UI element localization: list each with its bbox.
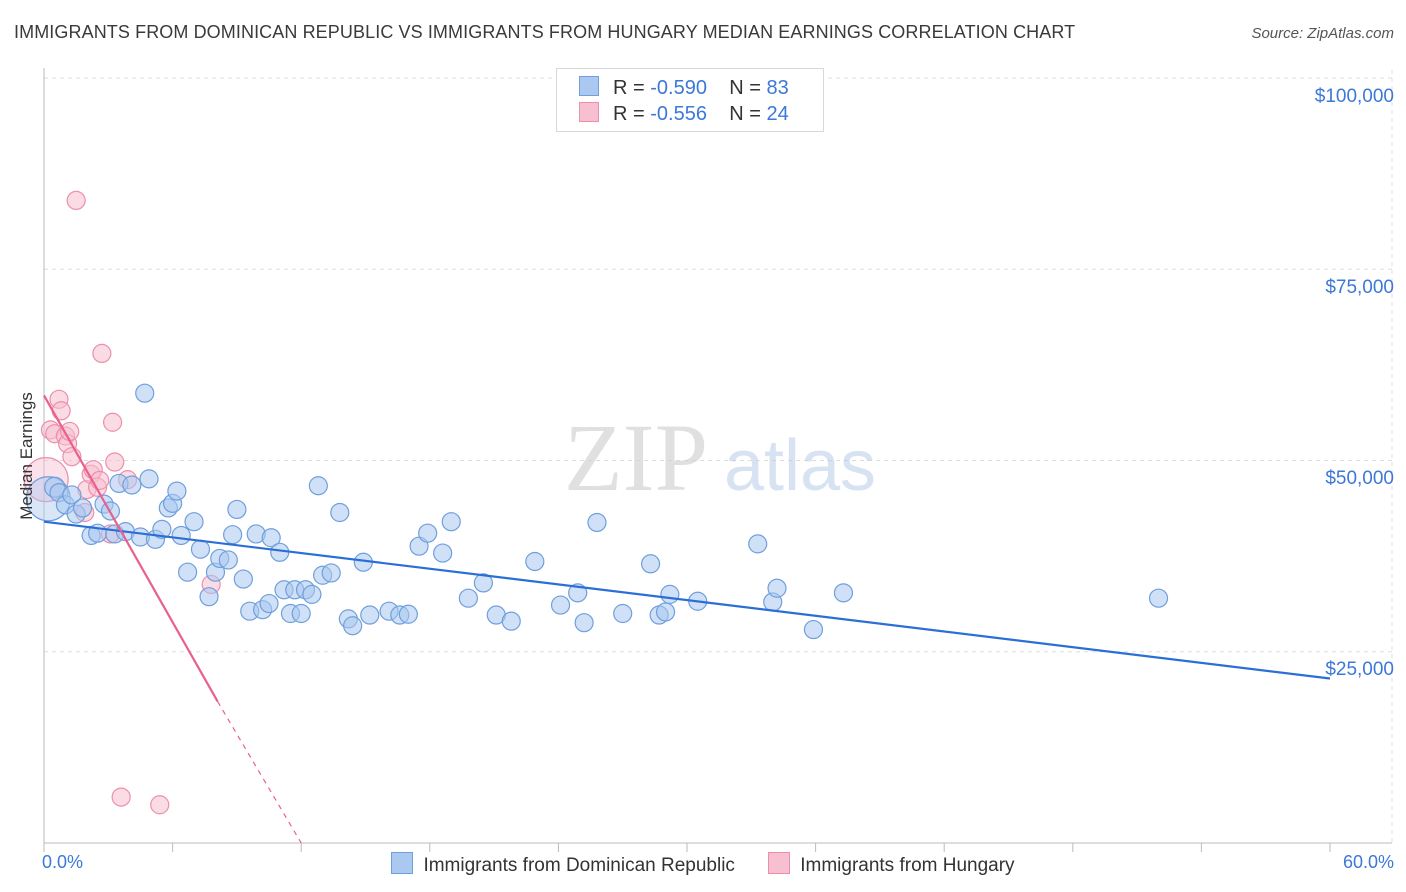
pink-point-18 [102,412,123,432]
legend-label-pink: Immigrants from Hungary [800,855,1015,876]
legend-item-blue[interactable]: Immigrants from Dominican Republic [391,852,735,877]
r-label: R = [613,77,645,99]
legend: Immigrants from Dominican Republic Immig… [0,852,1406,877]
blue-point-64 [501,611,521,631]
y-tick-label-50000: $50,000 [1325,468,1394,489]
pink-point-20 [111,787,131,807]
blue-point-43 [291,603,311,624]
y-tick-label-25000: $25,000 [1325,659,1394,680]
axes [43,68,1392,852]
r-value-pink: -0.556 [650,103,707,125]
blue-point-51 [343,616,363,636]
pink-point-16 [92,343,112,363]
blue-point-30 [218,550,238,570]
blue-point-49 [330,502,350,523]
blue-point-68 [574,613,594,633]
watermark-zip: ZIP [564,404,708,511]
trend-lines [43,394,1331,844]
blue-point-79 [803,619,824,640]
blue-point-58 [418,523,438,543]
blue-point-17 [139,469,159,489]
blue-point-65 [525,551,545,572]
blue-point-19 [152,519,172,539]
blue-point-45 [302,584,322,604]
blue-point-6 [72,498,93,518]
blue-point-24 [178,562,198,582]
blue-point-78 [767,578,787,598]
blue-point-80 [833,583,854,603]
blue-point-32 [227,499,247,520]
pink-point-4 [51,401,71,421]
blue-point-62 [473,573,493,593]
blue-point-37 [259,593,279,614]
n-value-pink: 24 [766,103,789,125]
blue-swatch [579,76,599,96]
legend-swatch-blue [391,852,414,874]
y-tick-label-100000: $100,000 [1314,86,1394,107]
n-label: N = [729,103,761,125]
blue-point-59 [433,543,453,563]
pink-point-19 [105,452,125,472]
legend-label-blue: Immigrants from Dominican Republic [423,855,735,876]
blue-point-48 [321,563,341,583]
blue-point-25 [184,512,204,532]
blue-point-81 [1148,588,1169,608]
stats-row-blue: R = -0.590 N = 83 [579,76,789,100]
blue-point-46 [308,476,328,496]
blue-point-53 [360,605,380,625]
blue-point-76 [748,534,768,554]
pink-point-22 [150,795,170,815]
legend-swatch-pink [768,852,791,874]
y-axis-label: Median Earnings [17,392,36,520]
blue-point-23 [171,525,191,546]
blue-point-71 [640,554,661,574]
blue-point-70 [613,603,633,624]
source-credit: Source: ZipAtlas.com [1251,25,1394,42]
n-value-blue: 83 [766,77,789,99]
blue-point-56 [398,604,418,624]
pink-swatch [579,102,599,122]
blue-point-61 [458,588,478,608]
r-value-blue: -0.590 [650,77,707,99]
stats-row-pink: R = -0.556 N = 24 [579,102,789,126]
n-label: N = [729,77,761,99]
r-label: R = [613,103,645,125]
blue-point-14 [122,475,142,495]
blue-point-26 [190,539,211,559]
legend-item-pink[interactable]: Immigrants from Hungary [768,852,1015,877]
pink-trend-line [43,394,219,703]
correlation-stats-box: R = -0.590 N = 83 R = -0.556 N = 24 [556,68,824,132]
pink-point-9 [66,190,86,210]
blue-point-73 [655,602,676,622]
blue-point-33 [233,569,253,589]
blue-point-27 [199,587,219,607]
blue-point-4 [62,485,82,505]
chart-title: IMMIGRANTS FROM DOMINICAN REPUBLIC VS IM… [14,22,1076,42]
blue-point-16 [135,383,155,403]
y-tick-label-75000: $75,000 [1325,277,1394,298]
blue-point-22 [167,481,187,501]
blue-point-66 [550,595,571,615]
blue-point-74 [660,584,680,604]
pink-trend-extension [217,701,302,844]
blue-trend-line [43,520,1331,680]
blue-point-69 [587,512,607,533]
grid-lines [44,70,1393,843]
x-tick-label-max: 60.0% [1342,852,1394,872]
blue-point-38 [261,528,281,548]
blue-point-60 [441,512,461,532]
blue-point-31 [223,525,243,545]
x-tick-label-min: 0.0% [42,852,84,872]
watermark-atlas: atlas [724,426,876,506]
zipatlas-watermark: ZIP atlas [564,404,876,511]
